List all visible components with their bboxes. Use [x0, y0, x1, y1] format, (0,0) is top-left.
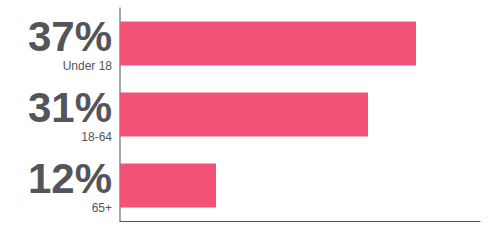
svg-text:65+: 65+	[92, 201, 112, 215]
svg-text:12%: 12%	[28, 155, 112, 202]
svg-text:31%: 31%	[28, 84, 112, 131]
svg-text:37%: 37%	[28, 13, 112, 60]
svg-text:18-64: 18-64	[81, 130, 112, 144]
svg-text:Under 18: Under 18	[63, 59, 113, 73]
